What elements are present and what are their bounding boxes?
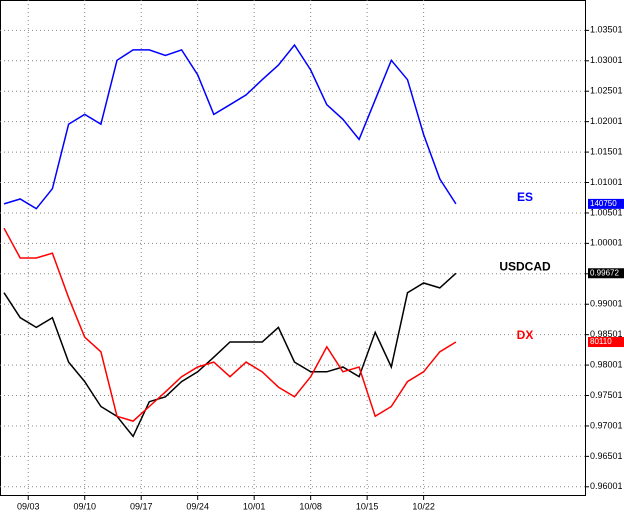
series-name: ES: [517, 190, 533, 204]
series-line: [3, 43, 457, 210]
last-value-flag: [588, 198, 624, 209]
y-tick-label: 1.03001: [590, 55, 623, 65]
series-name: USDCAD: [499, 259, 551, 273]
y-tick-label: 0.98501: [590, 329, 623, 339]
x-tick-label: 10/01: [243, 501, 266, 511]
y-tick-label: 0.98001: [590, 359, 623, 369]
y-tick-label: 0.99001: [590, 299, 623, 309]
y-tick-label: 1.02501: [590, 86, 623, 96]
series-line: [3, 227, 457, 422]
y-tick-label: 0.97001: [590, 420, 623, 430]
x-tick-label: 09/24: [186, 501, 209, 511]
y-tick-label: 0.97501: [590, 390, 623, 400]
x-tick-label: 10/15: [356, 501, 379, 511]
y-tick-label: 1.01501: [590, 146, 623, 156]
y-tick-label: 1.02001: [590, 116, 623, 126]
y-tick-label: 1.03501: [590, 25, 623, 35]
last-value-flag: [588, 268, 624, 279]
last-value-label: 80110: [590, 337, 612, 346]
x-tick-label: 10/08: [299, 501, 322, 511]
x-tick-label: 09/17: [130, 501, 153, 511]
y-tick-label: 1.01001: [590, 177, 623, 187]
y-tick-label: 1.00501: [590, 207, 623, 217]
x-tick-label: 10/22: [412, 501, 435, 511]
y-tick-label: 1.00001: [590, 238, 623, 248]
last-value-flag: [588, 337, 624, 348]
y-tick-label: 0.96001: [590, 481, 623, 491]
last-value-label: 140750: [590, 199, 617, 208]
plot-frame: [0, 0, 586, 496]
y-tick-label: 0.96501: [590, 451, 623, 461]
x-tick-label: 09/10: [73, 501, 96, 511]
series-name: DX: [517, 328, 534, 342]
series-line: [3, 272, 457, 438]
last-value-label: 0.99672: [590, 268, 619, 277]
x-tick-label: 09/03: [17, 501, 40, 511]
